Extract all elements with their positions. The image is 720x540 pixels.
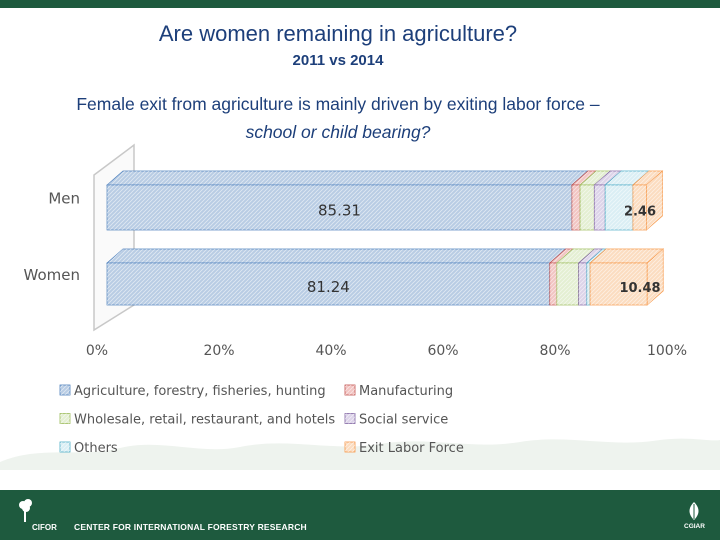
data-label: 85.31: [318, 202, 361, 220]
x-tick-label: 100%: [647, 343, 687, 359]
bars: [106, 170, 665, 306]
bar-men-2: [579, 170, 612, 231]
axes: Men Women 0% 20% 40% 60% 80% 100%: [24, 190, 688, 360]
footer: CIFOR CENTER FOR INTERNATIONAL FORESTRY …: [0, 490, 720, 540]
bar-men-4: [604, 170, 650, 231]
x-tick-label: 60%: [427, 343, 458, 359]
legend-label: Manufacturing: [359, 384, 453, 399]
legend-label: Wholesale, retail, restaurant, and hotel…: [74, 413, 335, 428]
category-label: Men: [48, 190, 80, 208]
legend-label: Social service: [359, 413, 448, 428]
legend-item: Exit Labor Force: [344, 441, 464, 456]
legend-label: Others: [74, 441, 118, 456]
legend-label: Agriculture, forestry, fisheries, huntin…: [74, 384, 326, 399]
legend-item: Social service: [344, 413, 448, 428]
organization-name: CENTER FOR INTERNATIONAL FORESTRY RESEAR…: [74, 522, 307, 532]
x-tick-label: 40%: [315, 343, 346, 359]
data-labels: 85.31 2.46 81.24 10.48: [307, 202, 661, 297]
cgiar-logo-text: CGIAR: [684, 523, 705, 530]
top-bar: [0, 0, 720, 8]
data-label: 10.48: [619, 281, 660, 296]
bar-men-5: [632, 170, 664, 231]
legend: Agriculture, forestry, fisheries, huntin…: [59, 384, 464, 456]
category-label: Women: [24, 266, 80, 284]
legend-item: Others: [59, 441, 118, 456]
legend-item: Agriculture, forestry, fisheries, huntin…: [59, 384, 326, 399]
x-tick-label: 80%: [539, 343, 570, 359]
x-tick-label: 20%: [203, 343, 234, 359]
heading-line-2: school or child bearing?: [245, 122, 431, 142]
page-title: Are women remaining in agriculture?: [158, 21, 518, 46]
bar-women-4: [585, 248, 608, 306]
legend-item: Manufacturing: [344, 384, 453, 399]
cifor-logo-text: CIFOR: [32, 523, 57, 532]
data-label: 2.46: [624, 205, 656, 220]
x-tick-label: 0%: [86, 343, 108, 359]
cgiar-leaf-icon: [689, 502, 699, 520]
cifor-tree-icon: [19, 499, 32, 522]
background-hills-shape: [0, 438, 720, 470]
bar-women-5: [589, 248, 665, 306]
background-hills: [0, 438, 720, 470]
page-subtitle: 2011 vs 2014: [292, 52, 384, 69]
data-label: 81.24: [307, 278, 350, 296]
bar-women-0: [106, 248, 567, 306]
stacked-bar-chart: 85.31 2.46 81.24 10.48 Men Women 0% 20% 40% 60% 8…: [0, 143, 720, 470]
bar-women-2: [555, 248, 596, 306]
legend-item: Wholesale, retail, restaurant, and hotel…: [59, 413, 335, 428]
heading-line-1: Female exit from agriculture is mainly d…: [76, 94, 600, 114]
bar-men-0: [106, 170, 589, 231]
bar-men-1: [571, 170, 598, 231]
legend-label: Exit Labor Force: [359, 441, 464, 456]
